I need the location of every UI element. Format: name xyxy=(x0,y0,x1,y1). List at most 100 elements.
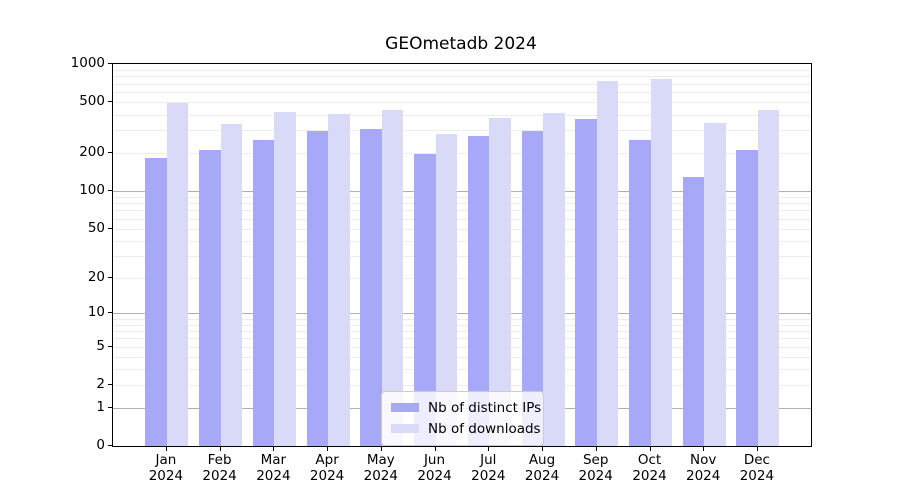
x-tick xyxy=(380,446,382,451)
x-tick xyxy=(327,446,329,451)
bar-downloads-feb xyxy=(220,123,243,446)
x-tick xyxy=(649,446,651,451)
y-tick xyxy=(108,345,113,347)
bar-downloads-jan xyxy=(166,102,189,446)
bar-downloads-jul xyxy=(489,118,511,446)
legend-row: Nb of downloads xyxy=(391,418,541,439)
gridline-minor xyxy=(113,228,811,230)
plot-area xyxy=(112,63,812,447)
y-tick-label: 10 xyxy=(87,304,105,321)
legend-row: Nb of distinct IPs xyxy=(391,397,541,418)
gridline-minor xyxy=(113,318,811,320)
gridline-minor xyxy=(113,324,811,326)
y-tick xyxy=(108,445,113,446)
gridline-minor xyxy=(113,385,811,387)
y-tick-label: 0 xyxy=(96,437,105,453)
x-tick-label: May 2024 xyxy=(363,452,398,484)
x-tick-label: Aug 2024 xyxy=(524,452,560,484)
gridline-minor xyxy=(113,203,811,204)
bar-downloads-mar xyxy=(274,111,296,446)
x-tick-label: Jul 2024 xyxy=(471,452,506,484)
y-tick xyxy=(108,63,113,64)
y-tick-label: 50 xyxy=(87,219,105,236)
x-tick xyxy=(542,446,543,451)
gridline-minor xyxy=(113,69,811,71)
legend: Nb of distinct IPs Nb of downloads xyxy=(381,391,544,446)
x-tick-label: Dec 2024 xyxy=(739,452,775,484)
gridline-major xyxy=(113,313,811,315)
bar-downloads-dec xyxy=(757,110,780,446)
gridline-minor xyxy=(113,256,811,258)
x-tick xyxy=(756,446,758,451)
y-tick-label: 500 xyxy=(79,93,105,110)
x-tick-label: Jan 2024 xyxy=(148,452,184,484)
bar-distinct-ips-dec xyxy=(736,150,758,446)
legend-swatch-distinct-ips xyxy=(391,403,419,412)
bar-downloads-oct xyxy=(650,78,672,446)
x-tick xyxy=(488,446,490,451)
bar-distinct-ips-oct xyxy=(629,140,651,446)
gridline-minor xyxy=(113,218,811,220)
gridline-minor xyxy=(113,346,811,348)
bar-distinct-ips-nov xyxy=(682,177,705,446)
bar-distinct-ips-may xyxy=(360,129,382,446)
bar-distinct-ips-mar xyxy=(252,140,275,446)
y-tick xyxy=(108,312,113,314)
gridline-minor xyxy=(113,357,811,358)
x-tick xyxy=(219,446,221,451)
y-tick-label: 5 xyxy=(96,337,105,354)
gridline-minor xyxy=(113,369,811,371)
gridline-major xyxy=(113,190,811,192)
gridline-minor xyxy=(113,338,811,340)
gridline-minor xyxy=(113,83,811,85)
gridline-minor xyxy=(113,196,811,198)
y-tick xyxy=(108,384,113,386)
x-tick xyxy=(595,446,597,451)
bar-downloads-sep xyxy=(596,81,619,446)
y-tick-label: 200 xyxy=(79,143,105,160)
y-tick xyxy=(108,151,113,153)
legend-label-distinct-ips: Nb of distinct IPs xyxy=(428,399,542,416)
bar-downloads-jun xyxy=(435,134,457,446)
bar-distinct-ips-jan xyxy=(145,158,167,446)
gridline-minor xyxy=(113,114,811,116)
bar-downloads-apr xyxy=(328,113,350,446)
x-tick xyxy=(165,446,167,451)
x-tick-label: Jun 2024 xyxy=(417,452,452,484)
gridline-minor xyxy=(113,331,811,332)
bar-downloads-may xyxy=(381,109,404,446)
bar-downloads-aug xyxy=(543,112,565,446)
y-tick xyxy=(108,227,113,229)
bar-distinct-ips-jun xyxy=(414,153,436,446)
y-tick xyxy=(108,189,113,191)
y-tick-label: 2 xyxy=(96,376,105,393)
y-tick xyxy=(108,101,113,103)
y-tick xyxy=(108,276,113,278)
x-tick-label: Mar 2024 xyxy=(256,452,291,484)
y-tick-label: 1000 xyxy=(70,55,105,71)
x-tick xyxy=(703,446,705,451)
gridline-minor xyxy=(113,130,811,132)
bar-distinct-ips-feb xyxy=(199,150,221,446)
y-tick-label: 20 xyxy=(87,268,105,285)
x-tick xyxy=(434,446,436,451)
chart-title: GEOmetadb 2024 xyxy=(385,34,537,54)
bar-distinct-ips-apr xyxy=(306,131,329,446)
gridline-minor xyxy=(113,210,811,212)
bar-distinct-ips-sep xyxy=(575,118,597,446)
y-tick-label: 1 xyxy=(96,398,105,415)
y-tick xyxy=(108,406,113,408)
legend-label-downloads: Nb of downloads xyxy=(428,420,541,437)
gridline-minor xyxy=(113,92,811,94)
gridline-minor xyxy=(113,240,811,242)
bar-downloads-nov xyxy=(704,122,726,446)
bar-distinct-ips-jul xyxy=(467,136,490,446)
gridline-minor xyxy=(113,152,811,154)
x-tick-label: Oct 2024 xyxy=(632,452,667,484)
x-tick-label: Feb 2024 xyxy=(202,452,237,484)
x-tick xyxy=(273,446,275,451)
x-tick-label: Nov 2024 xyxy=(686,452,721,484)
gridline-minor xyxy=(113,76,811,78)
gridline-minor xyxy=(113,277,811,279)
